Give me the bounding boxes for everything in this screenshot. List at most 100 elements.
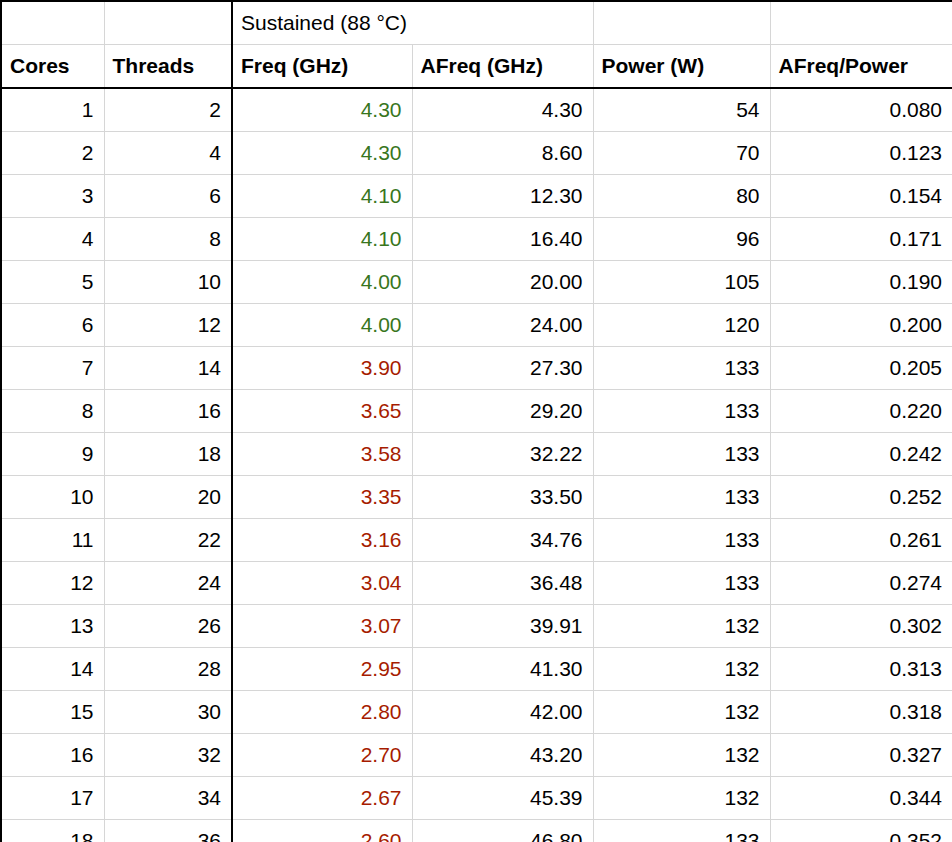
cell-afreq-per-power[interactable]: 0.261 bbox=[770, 519, 952, 562]
cell-freq[interactable]: 4.10 bbox=[232, 175, 412, 218]
cell-power[interactable]: 133 bbox=[593, 390, 770, 433]
cell-power[interactable]: 132 bbox=[593, 648, 770, 691]
cell-afreq-per-power[interactable]: 0.274 bbox=[770, 562, 952, 605]
cell-cores[interactable]: 12 bbox=[1, 562, 104, 605]
cell-threads[interactable]: 30 bbox=[104, 691, 232, 734]
cell-afreq-per-power[interactable]: 0.123 bbox=[770, 132, 952, 175]
cell-cores[interactable]: 3 bbox=[1, 175, 104, 218]
cell-afreq[interactable]: 12.30 bbox=[412, 175, 593, 218]
cell-threads[interactable]: 16 bbox=[104, 390, 232, 433]
cell-empty-a1[interactable] bbox=[1, 1, 104, 45]
cell-threads[interactable]: 32 bbox=[104, 734, 232, 777]
col-header-freq[interactable]: Freq (GHz) bbox=[232, 45, 412, 89]
col-header-afreq[interactable]: AFreq (GHz) bbox=[412, 45, 593, 89]
cell-freq[interactable]: 2.80 bbox=[232, 691, 412, 734]
cell-empty-b1[interactable] bbox=[104, 1, 232, 45]
cell-power[interactable]: 80 bbox=[593, 175, 770, 218]
cell-threads[interactable]: 24 bbox=[104, 562, 232, 605]
cell-cores[interactable]: 2 bbox=[1, 132, 104, 175]
cell-threads[interactable]: 36 bbox=[104, 820, 232, 842]
cell-afreq[interactable]: 33.50 bbox=[412, 476, 593, 519]
cell-threads[interactable]: 18 bbox=[104, 433, 232, 476]
cell-afreq-per-power[interactable]: 0.190 bbox=[770, 261, 952, 304]
cell-freq[interactable]: 3.90 bbox=[232, 347, 412, 390]
cell-afreq-per-power[interactable]: 0.242 bbox=[770, 433, 952, 476]
cell-afreq[interactable]: 16.40 bbox=[412, 218, 593, 261]
cell-cores[interactable]: 17 bbox=[1, 777, 104, 820]
cell-freq[interactable]: 2.95 bbox=[232, 648, 412, 691]
cell-power[interactable]: 133 bbox=[593, 476, 770, 519]
cell-afreq[interactable]: 41.30 bbox=[412, 648, 593, 691]
cell-afreq[interactable]: 24.00 bbox=[412, 304, 593, 347]
cell-cores[interactable]: 8 bbox=[1, 390, 104, 433]
cell-afreq[interactable]: 34.76 bbox=[412, 519, 593, 562]
cell-power[interactable]: 120 bbox=[593, 304, 770, 347]
cell-afreq[interactable]: 32.22 bbox=[412, 433, 593, 476]
cell-freq[interactable]: 3.04 bbox=[232, 562, 412, 605]
cell-cores[interactable]: 9 bbox=[1, 433, 104, 476]
cell-cores[interactable]: 13 bbox=[1, 605, 104, 648]
cell-threads[interactable]: 12 bbox=[104, 304, 232, 347]
cell-power[interactable]: 96 bbox=[593, 218, 770, 261]
cell-afreq[interactable]: 4.30 bbox=[412, 88, 593, 132]
cell-threads[interactable]: 22 bbox=[104, 519, 232, 562]
cell-power[interactable]: 132 bbox=[593, 691, 770, 734]
cell-freq[interactable]: 3.35 bbox=[232, 476, 412, 519]
cell-afreq-per-power[interactable]: 0.318 bbox=[770, 691, 952, 734]
cell-cores[interactable]: 16 bbox=[1, 734, 104, 777]
cell-freq[interactable]: 4.30 bbox=[232, 132, 412, 175]
cell-afreq-per-power[interactable]: 0.205 bbox=[770, 347, 952, 390]
cell-power[interactable]: 133 bbox=[593, 433, 770, 476]
cell-threads[interactable]: 26 bbox=[104, 605, 232, 648]
cell-cores[interactable]: 4 bbox=[1, 218, 104, 261]
cell-threads[interactable]: 10 bbox=[104, 261, 232, 304]
cell-threads[interactable]: 6 bbox=[104, 175, 232, 218]
cell-freq[interactable]: 4.00 bbox=[232, 304, 412, 347]
cell-freq[interactable]: 4.00 bbox=[232, 261, 412, 304]
cell-afreq[interactable]: 45.39 bbox=[412, 777, 593, 820]
cell-power[interactable]: 105 bbox=[593, 261, 770, 304]
cell-afreq-per-power[interactable]: 0.252 bbox=[770, 476, 952, 519]
cell-afreq-per-power[interactable]: 0.327 bbox=[770, 734, 952, 777]
cell-cores[interactable]: 6 bbox=[1, 304, 104, 347]
cell-afreq-per-power[interactable]: 0.220 bbox=[770, 390, 952, 433]
cell-freq[interactable]: 4.30 bbox=[232, 88, 412, 132]
cell-power[interactable]: 133 bbox=[593, 519, 770, 562]
cell-power[interactable]: 133 bbox=[593, 820, 770, 842]
cell-cores[interactable]: 18 bbox=[1, 820, 104, 842]
cell-cores[interactable]: 5 bbox=[1, 261, 104, 304]
cell-afreq-per-power[interactable]: 0.352 bbox=[770, 820, 952, 842]
cell-cores[interactable]: 14 bbox=[1, 648, 104, 691]
cell-afreq-per-power[interactable]: 0.313 bbox=[770, 648, 952, 691]
cell-cores[interactable]: 10 bbox=[1, 476, 104, 519]
cell-freq[interactable]: 4.10 bbox=[232, 218, 412, 261]
cell-cores[interactable]: 11 bbox=[1, 519, 104, 562]
cell-afreq[interactable]: 36.48 bbox=[412, 562, 593, 605]
col-header-afreq-per-power[interactable]: AFreq/Power bbox=[770, 45, 952, 89]
cell-threads[interactable]: 20 bbox=[104, 476, 232, 519]
cell-empty-f1[interactable] bbox=[770, 1, 952, 45]
col-header-power[interactable]: Power (W) bbox=[593, 45, 770, 89]
cell-threads[interactable]: 4 bbox=[104, 132, 232, 175]
cell-afreq[interactable]: 42.00 bbox=[412, 691, 593, 734]
cell-power[interactable]: 133 bbox=[593, 562, 770, 605]
cell-afreq-per-power[interactable]: 0.171 bbox=[770, 218, 952, 261]
cell-afreq-per-power[interactable]: 0.080 bbox=[770, 88, 952, 132]
cell-threads[interactable]: 2 bbox=[104, 88, 232, 132]
cell-afreq[interactable]: 43.20 bbox=[412, 734, 593, 777]
cell-afreq-per-power[interactable]: 0.200 bbox=[770, 304, 952, 347]
cell-afreq[interactable]: 46.80 bbox=[412, 820, 593, 842]
cell-freq[interactable]: 3.65 bbox=[232, 390, 412, 433]
cell-afreq[interactable]: 20.00 bbox=[412, 261, 593, 304]
cell-afreq[interactable]: 27.30 bbox=[412, 347, 593, 390]
cell-freq[interactable]: 3.16 bbox=[232, 519, 412, 562]
cell-freq[interactable]: 2.67 bbox=[232, 777, 412, 820]
cell-power[interactable]: 70 bbox=[593, 132, 770, 175]
cell-threads[interactable]: 8 bbox=[104, 218, 232, 261]
cell-power[interactable]: 133 bbox=[593, 347, 770, 390]
cell-empty-e1[interactable] bbox=[593, 1, 770, 45]
cell-freq[interactable]: 2.70 bbox=[232, 734, 412, 777]
cell-power[interactable]: 54 bbox=[593, 88, 770, 132]
cell-afreq[interactable]: 39.91 bbox=[412, 605, 593, 648]
col-header-cores[interactable]: Cores bbox=[1, 45, 104, 89]
